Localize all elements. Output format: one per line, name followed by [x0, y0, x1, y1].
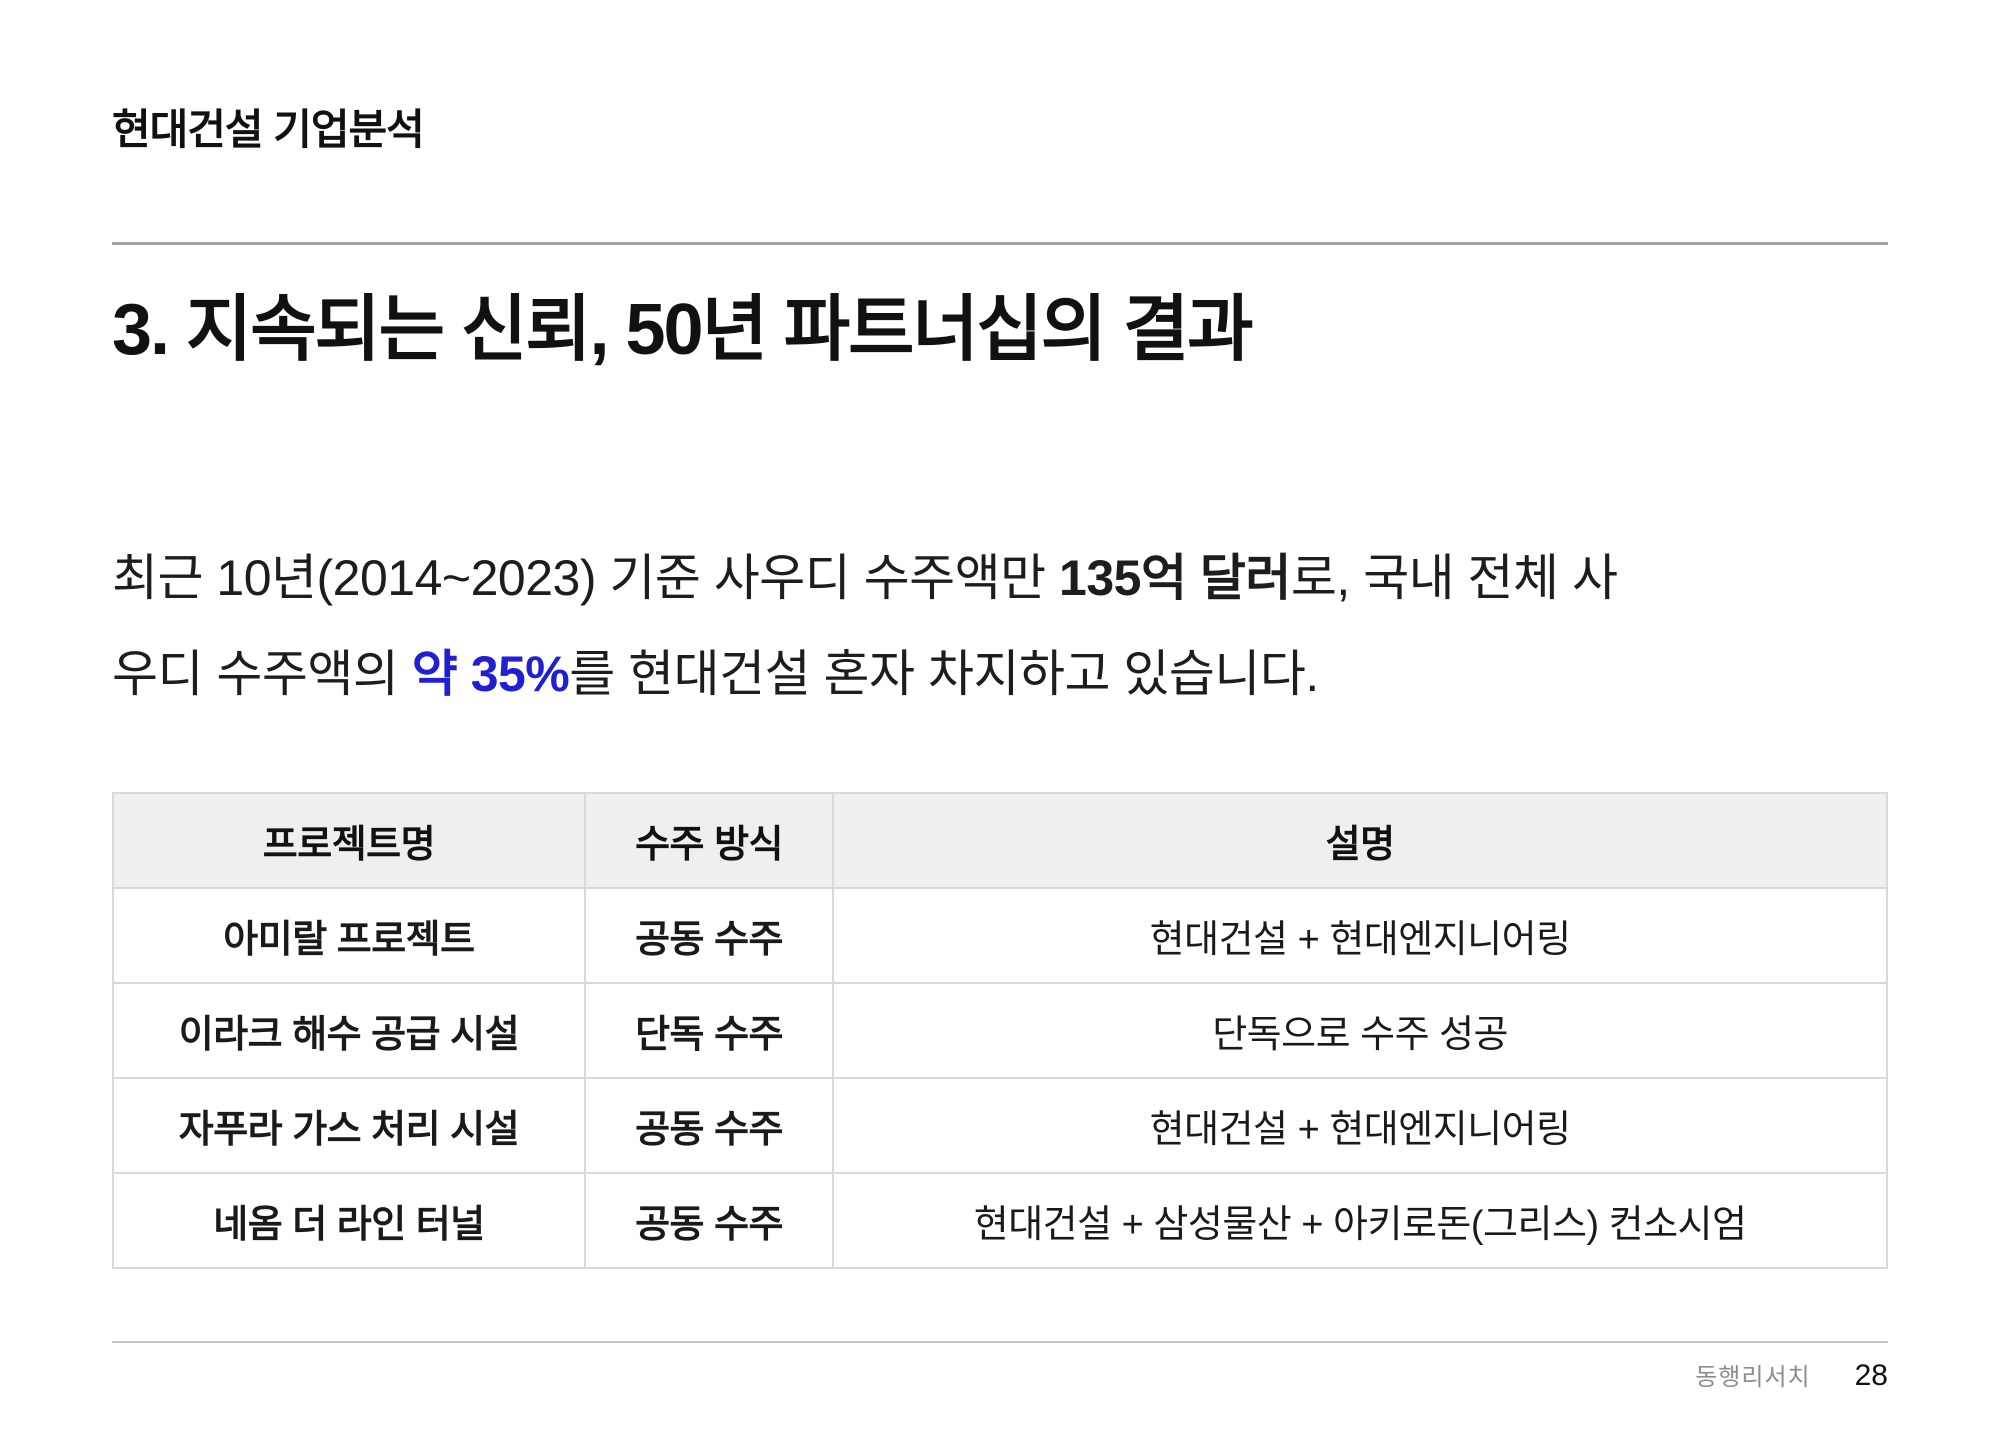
description-cell: 현대건설 + 삼성물산 + 아키로돈(그리스) 컨소시엄 — [832, 1171, 1888, 1269]
col-header-method: 수주 방식 — [583, 791, 835, 889]
share-highlight-text: 약 35% — [411, 645, 570, 702]
method-cell: 공동 수주 — [583, 1171, 835, 1269]
line1-tail-text: 로, 국내 전체 사 — [1290, 549, 1618, 606]
line2-lead-text: 우디 수주액의 — [112, 645, 412, 702]
body-paragraph: 최근 10년(2014~2023) 기준 사우디 수주액만 135억 달러로, … — [112, 530, 1888, 722]
method-cell: 공동 수주 — [583, 886, 835, 984]
method-cell: 공동 수주 — [583, 1076, 835, 1174]
page-number: 28 — [1854, 1359, 1888, 1392]
footer: 동행리서치 28 — [112, 1341, 1888, 1393]
page-kicker: 현대건설 기업분석 — [112, 106, 425, 153]
description-cell: 단독으로 수주 성공 — [832, 981, 1888, 1079]
table-header-row: 프로젝트명 수주 방식 설명 — [112, 791, 1888, 889]
section-heading: 3. 지속되는 신뢰, 50년 파트너십의 결과 — [112, 290, 1254, 370]
table-row: 아미랄 프로젝트 공동 수주 현대건설 + 현대엔지니어링 — [112, 886, 1888, 984]
footer-brand: 동행리서치 — [1695, 1364, 1811, 1391]
project-cell: 아미랄 프로젝트 — [112, 886, 586, 984]
table-row: 자푸라 가스 처리 시설 공동 수주 현대건설 + 현대엔지니어링 — [112, 1076, 1888, 1174]
col-header-project: 프로젝트명 — [112, 791, 586, 889]
projects-table: 프로젝트명 수주 방식 설명 아미랄 프로젝트 공동 수주 현대건설 + 현대엔… — [112, 791, 1888, 1269]
project-cell: 네옴 더 라인 터널 — [112, 1171, 586, 1269]
method-cell: 단독 수주 — [583, 981, 835, 1079]
table-row: 이라크 해수 공급 시설 단독 수주 단독으로 수주 성공 — [112, 981, 1888, 1079]
table-row: 네옴 더 라인 터널 공동 수주 현대건설 + 삼성물산 + 아키로돈(그리스)… — [112, 1171, 1888, 1269]
footer-row: 동행리서치 28 — [112, 1357, 1888, 1393]
col-header-description: 설명 — [832, 791, 1888, 889]
body-line-1: 최근 10년(2014~2023) 기준 사우디 수주액만 135억 달러로, … — [112, 530, 1888, 626]
description-cell: 현대건설 + 현대엔지니어링 — [832, 886, 1888, 984]
project-cell: 자푸라 가스 처리 시설 — [112, 1076, 586, 1174]
footer-divider — [112, 1341, 1888, 1343]
line2-tail-text: 를 현대건설 혼자 차지하고 있습니다. — [569, 645, 1319, 702]
line1-lead-text: 최근 10년(2014~2023) 기준 사우디 수주액만 — [112, 549, 1060, 606]
project-cell: 이라크 해수 공급 시설 — [112, 981, 586, 1079]
body-line-2: 우디 수주액의 약 35%를 현대건설 혼자 차지하고 있습니다. — [112, 626, 1888, 722]
top-divider — [112, 242, 1888, 245]
amount-bold-text: 135억 달러 — [1059, 549, 1291, 606]
description-cell: 현대건설 + 현대엔지니어링 — [832, 1076, 1888, 1174]
